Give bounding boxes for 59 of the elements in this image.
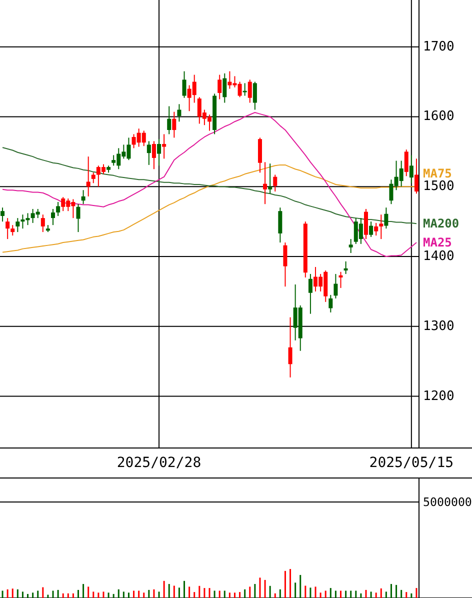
candlestick [409,154,414,184]
candlestick [288,316,292,378]
candlestick [308,273,312,314]
candlestick [16,218,20,233]
y-tick-label: 1500 [423,179,454,194]
candlestick [167,106,172,135]
y-tick-label: 1200 [423,388,454,404]
candlestick [6,218,10,240]
candlestick [40,214,45,233]
candlestick [258,137,262,174]
candlestick [182,70,186,98]
candlestick [334,273,338,299]
candlestick [283,242,288,288]
candlestick [172,111,176,138]
candlestick [162,134,166,160]
candlestick [157,138,162,166]
candlestick [86,156,90,197]
y-tick-label: 5000000 [423,495,472,509]
y-tick-label: 1600 [423,109,454,124]
candlestick [369,221,374,238]
candlestick [51,208,56,226]
candlestick [81,190,86,205]
candlestick [222,72,227,104]
candlestick [91,172,96,184]
candlestick [364,208,368,240]
candlestick [218,74,222,100]
candlestick [348,238,353,254]
candlestick [10,224,15,236]
candlestick [379,214,384,240]
candlestick [414,158,418,194]
line-series [2,112,417,257]
x-tick-label: 2025/05/15 [369,455,454,471]
candlestick [252,81,257,110]
candlestick [0,207,5,222]
y-tick-label: 1400 [423,249,454,264]
candlestick [374,222,378,236]
candlestick [273,174,278,192]
candlestick [404,149,408,177]
candlestick [56,201,60,216]
candlestick [263,162,268,205]
candlestick [338,271,343,288]
candlestick [152,140,156,170]
candlestick [146,140,151,166]
line-series [2,164,417,253]
y-tick-label: 1300 [423,318,454,334]
candlestick [268,163,272,194]
series-label: MA75 [423,166,452,181]
series-label: MA25 [423,236,452,250]
candlestick [248,79,252,104]
candlestick [344,260,348,274]
candlestick [242,82,247,96]
candlestick [384,207,388,230]
series-label: MA200 [423,216,460,231]
candlestick [328,294,333,313]
candlestick [177,104,182,122]
y-tick-label: 1700 [423,39,454,54]
candlestick [278,207,282,244]
candlestick [76,204,80,233]
x-tick-label: 2025/02/28 [116,455,202,471]
